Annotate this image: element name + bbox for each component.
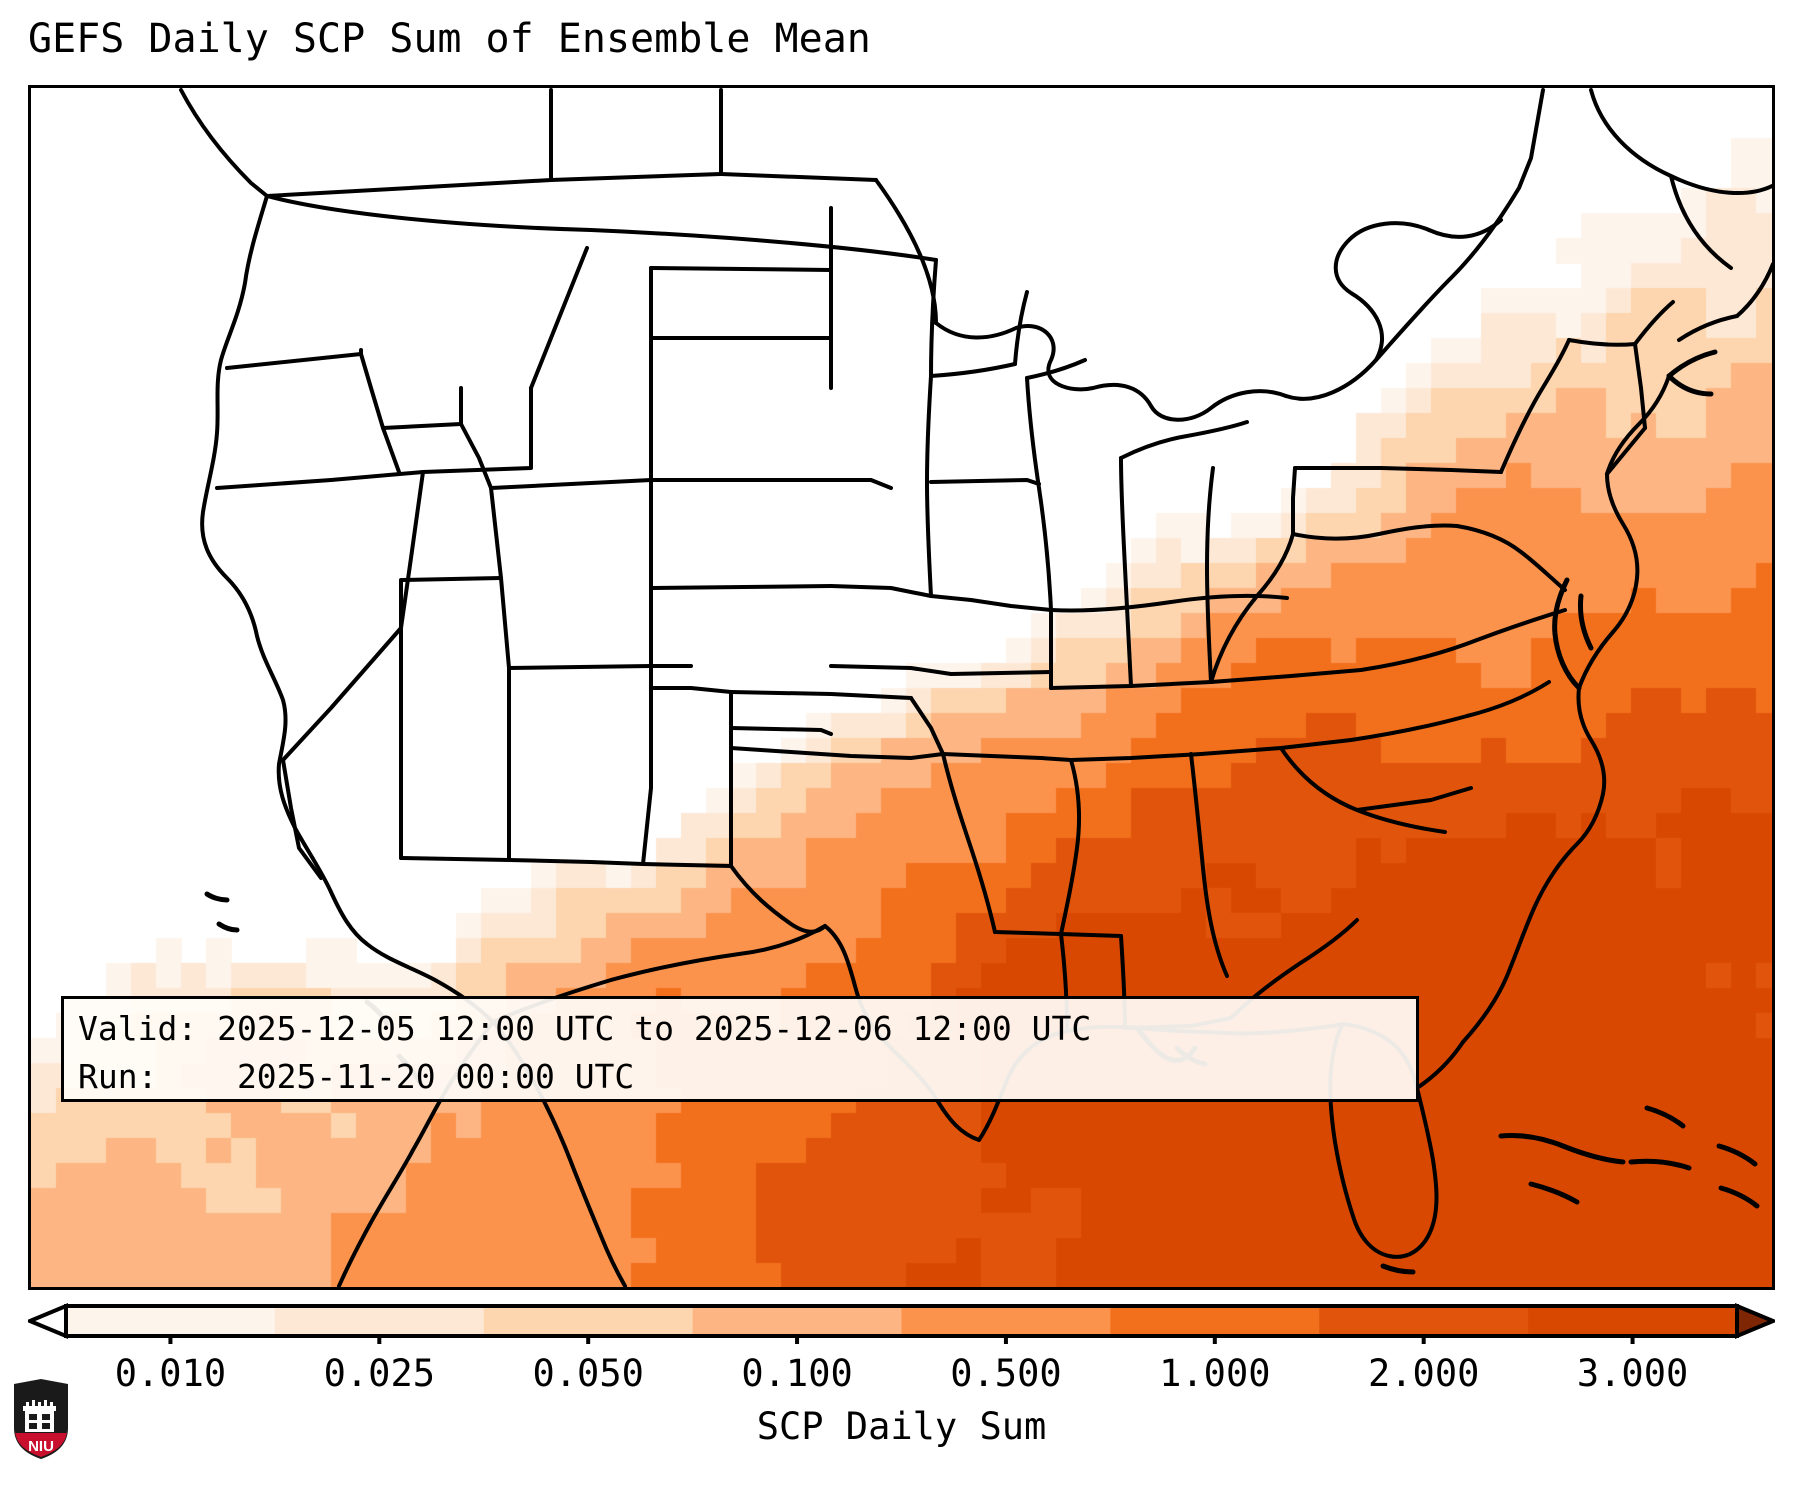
valid-time-line: Valid: 2025-12-05 12:00 UTC to 2025-12-0… [78, 1009, 1092, 1048]
map-inner [31, 88, 1772, 1287]
svg-text:NIU: NIU [28, 1438, 54, 1455]
colorbar [28, 1298, 1775, 1344]
map-panel [28, 85, 1775, 1290]
colorbar-tick-label: 0.010 [114, 1352, 227, 1395]
page-title: GEFS Daily SCP Sum of Ensemble Mean [28, 16, 871, 62]
run-time-line: Run: 2025-11-20 00:00 UTC [78, 1057, 635, 1096]
colorbar-tick-label: 0.100 [741, 1352, 853, 1395]
niu-logo: NIU [14, 1379, 68, 1459]
scp-heatmap-grid [31, 88, 1772, 1287]
colorbar-tick-label: 0.500 [950, 1352, 1062, 1395]
colorbar-tick-label: 0.050 [532, 1352, 644, 1395]
colorbar-tick-label: 3.000 [1576, 1352, 1689, 1395]
colorbar-tick-label: 0.025 [323, 1352, 436, 1395]
colorbar-tick-label: 2.000 [1367, 1352, 1480, 1395]
colorbar-swatches [28, 1303, 1775, 1344]
colorbar-axis-label: SCP Daily Sum [756, 1405, 1047, 1448]
forecast-info-box: Valid: 2025-12-05 12:00 UTC to 2025-12-0… [61, 996, 1419, 1102]
colorbar-tick-label: 1.000 [1159, 1352, 1271, 1395]
